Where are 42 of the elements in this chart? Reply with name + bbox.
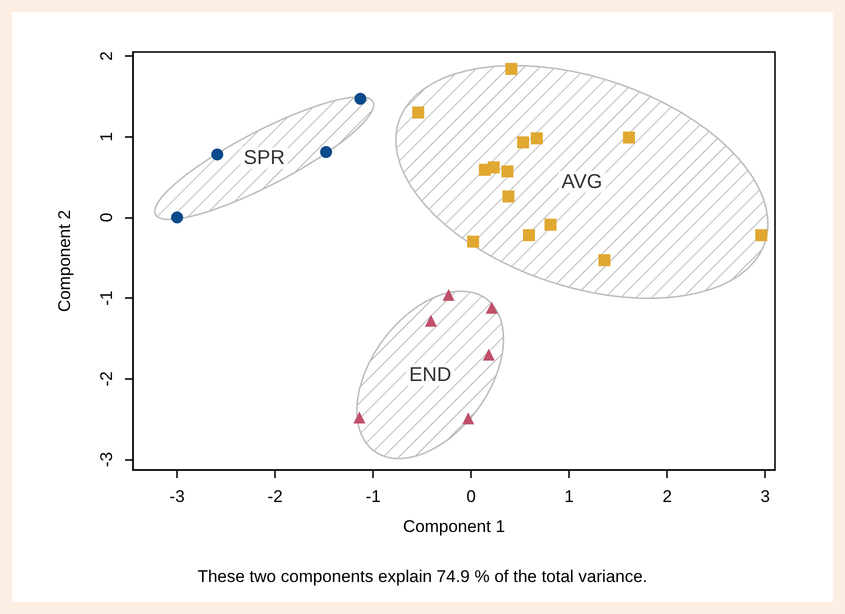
- point: [467, 236, 480, 248]
- point: [320, 146, 332, 158]
- x-axis-title: Component 1: [402, 517, 506, 536]
- y-tick-label: 0: [97, 212, 116, 222]
- point: [442, 288, 455, 301]
- point: [354, 92, 366, 105]
- point: [171, 211, 184, 224]
- x-tick-label: 0: [466, 487, 476, 506]
- series-label: END: [409, 364, 452, 386]
- point: [755, 229, 768, 242]
- point: [544, 218, 557, 231]
- x-tick-label: -2: [268, 487, 283, 506]
- point: [501, 165, 514, 178]
- y-tick-label: -3: [97, 452, 116, 468]
- x-tick-label: 1: [564, 487, 574, 506]
- point: [505, 62, 518, 75]
- x-tick-label: 3: [760, 487, 770, 506]
- y-tick-label: 2: [97, 51, 116, 61]
- y-tick-label: 1: [97, 132, 116, 142]
- x-tick-label: 2: [662, 487, 672, 506]
- point: [488, 161, 500, 174]
- x-tick-label: -3: [170, 487, 185, 506]
- point: [412, 106, 424, 119]
- point: [353, 412, 366, 424]
- series-label: SPR: [244, 147, 285, 170]
- point: [482, 348, 495, 361]
- y-axis-title: Component 2: [55, 210, 74, 312]
- point: [486, 302, 498, 314]
- point: [424, 314, 437, 327]
- y-tick-label: -1: [97, 290, 116, 306]
- x-tick-label: -1: [366, 487, 381, 506]
- point: [517, 136, 530, 148]
- point: [522, 229, 535, 242]
- point: [502, 190, 514, 202]
- point: [462, 412, 474, 424]
- point: [211, 148, 224, 160]
- series-label: AVG: [562, 170, 602, 193]
- point: [530, 132, 543, 144]
- text: These two components explain 74.9 % of the total variance.: [198, 567, 648, 586]
- point: [598, 254, 610, 266]
- y-tick-label: -2: [97, 371, 116, 386]
- point: [622, 132, 635, 144]
